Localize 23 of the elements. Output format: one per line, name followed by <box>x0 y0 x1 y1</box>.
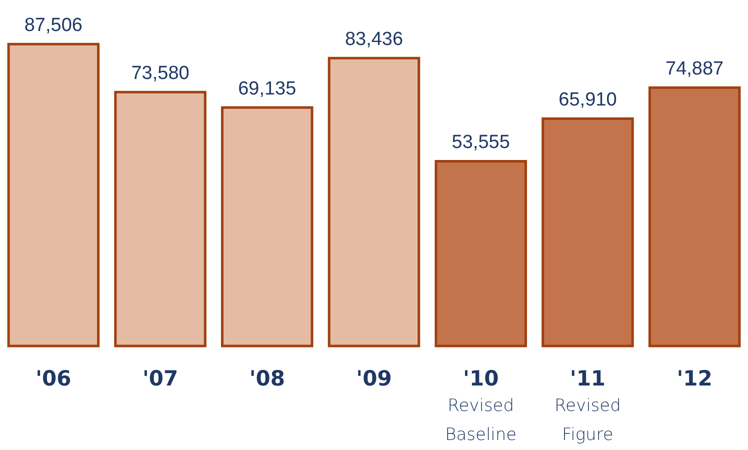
text: Revised Figure <box>554 396 621 445</box>
bar <box>221 106 314 348</box>
data-label: 74,887 <box>666 58 724 80</box>
bar <box>434 160 527 348</box>
bar <box>7 42 100 348</box>
bar <box>328 56 420 348</box>
data-label: 87,506 <box>24 15 82 36</box>
data-label: 69,135 <box>238 78 296 100</box>
x-tick-label: '09 <box>356 366 392 390</box>
bar <box>114 90 206 348</box>
bar <box>542 117 634 348</box>
x-tick-label: '07 <box>142 366 178 390</box>
x-tick-label: '12 <box>676 366 712 390</box>
bar <box>648 86 741 348</box>
text: Revised Baseline <box>445 396 517 445</box>
data-label: 65,910 <box>558 90 617 111</box>
x-tick-label: '08 <box>249 366 285 390</box>
x-tick-label: '06 <box>36 366 72 390</box>
data-label: 83,436 <box>344 29 404 50</box>
x-tick-label: '11 <box>570 366 606 390</box>
data-label: 73,580 <box>131 63 190 84</box>
data-label: 53,555 <box>452 132 510 154</box>
x-tick-label: '10 <box>463 366 499 390</box>
